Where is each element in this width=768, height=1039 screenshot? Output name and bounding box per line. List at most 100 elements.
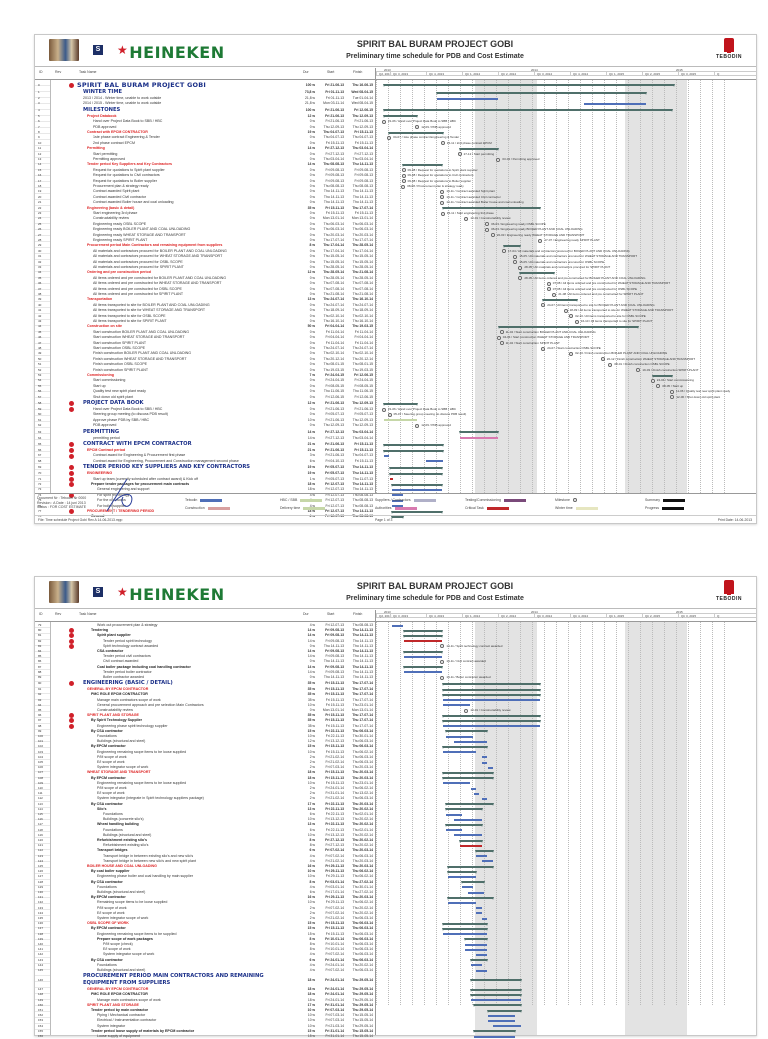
milestone-label: 24-07 / All items transported to site fo… (547, 302, 655, 307)
task-finish: Thu 06-03-14 (352, 916, 373, 920)
gantt-bar (469, 988, 522, 992)
row-id: 89 (38, 675, 42, 679)
milestone-icon (538, 238, 543, 243)
task-dur: 16 w (307, 895, 315, 900)
task-start: Fri 21-06-13 (325, 417, 344, 422)
table-row: 87 Coal boiler package including coal han… (35, 665, 758, 670)
task-dur: 14 w (307, 669, 315, 674)
task-start: Fri 21-06-13 (325, 401, 344, 405)
table-row: 111 E/I scope of work 2 w Fri 31-01-14 Thu 1… (35, 791, 758, 796)
document-title: SPIRIT BAL BURAM PROJECT GOBI (356, 581, 514, 591)
table-row: 47 Start construction SPIRIT PLANT 0 w Fri … (35, 341, 758, 346)
task-dur: 0 w (309, 383, 315, 388)
table-row: 25 Engineering ready OSBL SCOPE 0 w Thu 06-… (35, 222, 758, 227)
task-name: Silo's (97, 806, 107, 811)
task-start: Thu 08-08-13 (323, 162, 344, 167)
table-row: 20 Contract awarded Civil contractor 0 w Th… (35, 195, 758, 200)
task-dur: 0 w (309, 407, 315, 411)
table-row: 116 Buildings (concrete silo's) 10 w Fri 13… (35, 817, 758, 822)
milestone-icon (569, 314, 574, 319)
gridline (616, 80, 617, 493)
milestone-label: 12-09 / PDB approved (421, 423, 451, 428)
table-row: 134 E/I scope of work 2 w Fri 07-02-14 Thu 2… (35, 911, 758, 916)
timescale-years: 2013 2014 2015 (376, 610, 756, 614)
task-dur: 100 w (305, 107, 315, 112)
task-start: Thu 08-08-13 (323, 184, 344, 188)
task-finish: Thu 20-03-14 (352, 801, 373, 806)
task-finish: Thu 23-01-14 (352, 702, 373, 707)
task-name: By Spirit Technology Supplier (91, 718, 143, 723)
gridline (424, 80, 425, 493)
task-finish: Fri 04-04-14 (354, 335, 373, 340)
row-id: 57 (38, 394, 42, 399)
task-start: Fri 17-01-14 (325, 890, 344, 894)
table-row: 77 PROCUREMENT / TENDERING PERIOD 18 w Fri … (35, 509, 758, 515)
task-name: PERMITTING (83, 428, 120, 435)
task-dur: 0 w (309, 167, 315, 172)
task-name: SPIRIT PLANT AND STORAGE (87, 713, 139, 718)
task-finish: Fri 15-11-13 (354, 448, 373, 452)
task-name: GENERAL BY EPCM CONTRACTOR (87, 687, 149, 692)
tebodin-t-icon (724, 580, 734, 595)
gantt-bar (493, 1025, 521, 1028)
task-finish: Thu 16-10-14 (352, 319, 373, 323)
task-name: Manage main contractors scope of work (97, 697, 161, 702)
task-dur: 0 w (309, 184, 315, 188)
task-start: Thu 28-05-14 (323, 270, 344, 275)
milestone-label: 16-10 / All items transported to site fo… (580, 319, 653, 323)
task-name: permitting period (93, 435, 120, 440)
task-name: Engineering ready BOILER PLANT AND COAL … (93, 227, 191, 232)
gridline (544, 80, 545, 493)
gridline (712, 622, 713, 1005)
task-name: Contract awarded Civil contractor (93, 194, 147, 199)
task-start: Thu 04-07-13 (323, 130, 344, 134)
row-id: 93 (38, 697, 42, 702)
row-id: 20 (38, 194, 42, 199)
table-row: 110 P/M scope of work 2 w Fri 24-01-14 Thu 0… (35, 786, 758, 791)
task-dur: 100 w (305, 83, 315, 87)
table-row: 12 Start permitting 0 w Fri 27-12-13 Fri 27-… (35, 152, 758, 157)
table-row: 62 PDB approved 0 w Thu 12-09-13 Thu 12-09-1… (35, 423, 758, 428)
row-id: 78 (38, 514, 42, 519)
task-start: Fri 12-07-13 (325, 509, 344, 513)
milestone-label: 08-05 / Start up (662, 383, 684, 388)
gantt-bar (444, 808, 483, 812)
task-dur: 0 w (309, 675, 315, 679)
task-name: PROCUREMENT / TENDERING PERIOD (87, 509, 155, 513)
task-name: PDB approved (93, 124, 117, 129)
table-row: 139 Prepare scope of work packages 8 w Fri … (35, 937, 758, 942)
gantt-bar (392, 505, 404, 508)
milestone-icon (490, 233, 495, 238)
row-id: 13 (38, 157, 42, 161)
task-dur: 0 w (309, 346, 315, 350)
task-start: Fri 22-11-13 (325, 806, 344, 811)
task-start: Thu 04-07-13 (323, 135, 344, 140)
milestone-label: 04-07 / 1ste phase contract Engineering … (393, 135, 460, 140)
red-indicator-icon (69, 401, 74, 406)
task-finish: Thu 20-03-14 (352, 848, 373, 853)
task-dur: 0 w (309, 124, 315, 129)
task-dur: 14 w (307, 654, 315, 659)
table-row: 56 Quality test new spirit plant ready 0 w… (35, 389, 758, 394)
table-row: 126 By coal boiler supplier 10 w Fri 29-11-… (35, 869, 758, 874)
row-id: 23 (38, 211, 42, 215)
milestone-icon (440, 200, 445, 205)
table-row: 8 Contract with EPCM CONTRACTOR 19 w Thu 04… (35, 130, 758, 135)
task-start: Fri 09-08-13 (325, 173, 344, 178)
row-id: 156 (38, 1034, 44, 1038)
milestone-icon (382, 407, 386, 412)
gridline (652, 80, 653, 493)
table-row: 100 Foundations 10 w Fri 22-11-13 Thu 30-01-… (35, 734, 758, 739)
task-name: Constructability review (93, 216, 129, 221)
task-dur: 6 w (309, 848, 315, 853)
milestone-label: 24-07 / Start construction OSBL SCOPE (547, 346, 601, 350)
task-dur: 0 w (309, 329, 315, 334)
task-name: Prepare scope of work packages (97, 936, 153, 941)
milestone-label: 05-07 / Steering group meeting (to discu… (393, 412, 467, 417)
red-indicator-icon (69, 718, 74, 724)
red-indicator-icon (69, 643, 74, 649)
task-dur: 18 w (307, 997, 315, 1002)
task-name: SPIRIT PLANT AND STORAGE (87, 1002, 139, 1007)
milestone-label: 08-08 / Procurement plan & strategy read… (407, 184, 464, 188)
gantt-bar (403, 655, 443, 658)
